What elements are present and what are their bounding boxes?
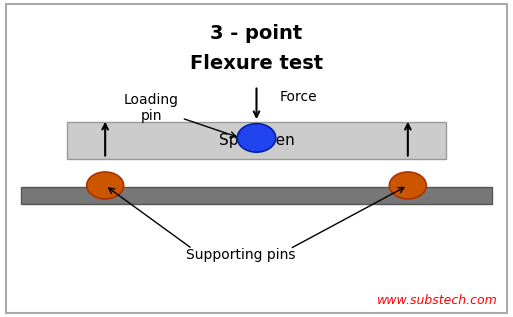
Text: Flexure test: Flexure test <box>190 54 323 73</box>
Text: Force: Force <box>280 90 317 104</box>
Ellipse shape <box>237 124 276 152</box>
Bar <box>67 122 446 158</box>
Ellipse shape <box>87 172 124 199</box>
Bar <box>21 187 492 204</box>
Text: www.substech.com: www.substech.com <box>377 294 498 307</box>
Text: Specimen: Specimen <box>219 133 294 148</box>
Text: Supporting pins: Supporting pins <box>186 248 296 262</box>
Text: Loading
pin: Loading pin <box>124 93 236 137</box>
Text: 3 - point: 3 - point <box>210 24 303 43</box>
Ellipse shape <box>389 172 426 199</box>
